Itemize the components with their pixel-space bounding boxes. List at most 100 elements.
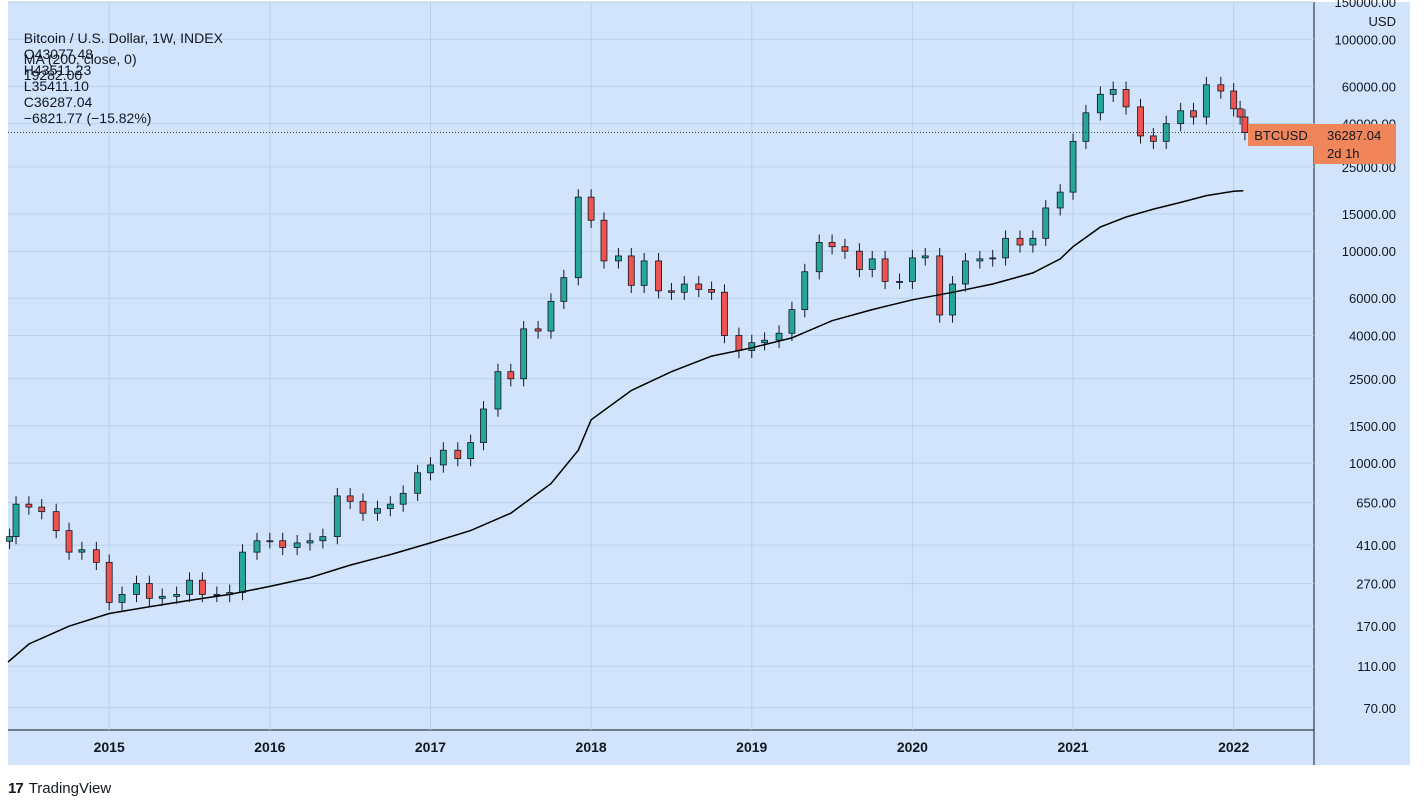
candle (6, 528, 14, 549)
price-tick: 6000.00 (1349, 291, 1396, 306)
candle (92, 541, 100, 571)
candle (1016, 230, 1024, 253)
candle (427, 457, 434, 481)
price-tick: 650.00 (1356, 496, 1396, 511)
candle (1109, 81, 1117, 102)
candle (279, 532, 287, 556)
candle (761, 332, 769, 351)
candle (25, 496, 33, 515)
time-tick: 2021 (1057, 739, 1088, 755)
candle (600, 212, 608, 269)
candle (494, 363, 502, 417)
price-tick: 100000.00 (1335, 32, 1396, 47)
candle (1177, 102, 1185, 132)
time-tick: 2017 (415, 739, 446, 755)
tradingview-logo-icon: 17 (8, 779, 24, 797)
grid-lines (8, 1, 1314, 730)
candle (587, 189, 595, 228)
candle (414, 464, 422, 501)
candle (909, 249, 916, 290)
candle (1082, 104, 1090, 150)
candle (949, 276, 956, 323)
price-tick: 150000.00 (1335, 0, 1396, 10)
indicator-legend[interactable]: MA (200, close, 0) 19282.00 (16, 35, 143, 83)
legend-change: −6821.77 (−15.82%) (23, 110, 152, 126)
candle (695, 276, 703, 298)
candle (78, 541, 86, 560)
candle (105, 554, 113, 611)
candle (1056, 184, 1064, 216)
candle (881, 250, 889, 290)
candle (775, 325, 783, 348)
candle (1029, 230, 1037, 253)
legend-open: O43077.48 (23, 46, 94, 62)
candle (266, 532, 274, 549)
candle (668, 282, 675, 300)
candle (1217, 76, 1225, 99)
price-tick: 70.00 (1363, 701, 1396, 716)
price-tick: 60000.00 (1342, 79, 1396, 94)
time-tick: 2015 (94, 739, 125, 755)
candle (615, 247, 622, 269)
symbol-title: Bitcoin / U.S. Dollar, 1W, INDEX (23, 30, 223, 46)
price-tag-countdown: 2d 1h (1327, 146, 1360, 161)
candle (855, 243, 863, 278)
candle (708, 281, 716, 300)
price-tick: 110.00 (1357, 659, 1396, 674)
candle (841, 238, 849, 259)
candle (65, 522, 73, 560)
candle (721, 284, 728, 344)
candle (1202, 76, 1210, 125)
candle (1190, 102, 1197, 125)
candle (868, 250, 876, 278)
candle (439, 442, 447, 473)
candle (467, 434, 475, 467)
candle (186, 572, 193, 603)
candle (627, 247, 635, 294)
price-tick: 4000.00 (1349, 329, 1396, 344)
price-tick: 1000.00 (1349, 456, 1396, 471)
candle (38, 499, 46, 520)
candle (1122, 81, 1130, 115)
time-axis[interactable] (8, 730, 1314, 765)
ma-label: MA (200, close, 0) (23, 51, 137, 67)
candle (319, 528, 327, 549)
price-tag-bg (1314, 124, 1396, 164)
candle (1042, 200, 1050, 247)
candle (962, 252, 969, 292)
candle (560, 269, 568, 310)
symbol-legend[interactable]: Bitcoin / U.S. Dollar, 1W, INDEX O43077.… (16, 14, 229, 126)
brand-name: TradingView (28, 779, 112, 797)
candle (306, 532, 314, 551)
candle (828, 234, 836, 255)
candle (1069, 133, 1077, 200)
candle (333, 487, 341, 545)
candle (145, 575, 153, 607)
candle (346, 487, 354, 510)
time-tick: 2022 (1218, 739, 1249, 755)
tradingview-branding[interactable]: 17 TradingView (8, 778, 111, 798)
candle (1236, 100, 1244, 125)
candle (118, 586, 126, 611)
time-tick: 2018 (576, 739, 607, 755)
time-tick: 2019 (736, 739, 767, 755)
price-tick: 2500.00 (1349, 372, 1396, 387)
price-tick: 1500.00 (1349, 419, 1396, 434)
candle (534, 320, 542, 339)
price-tick: 10000.00 (1342, 244, 1396, 259)
candle (133, 575, 140, 603)
candle (547, 293, 555, 339)
time-scale-labels: 2015 2016 2017 2018 2019 2020 2021 2022 (94, 739, 1250, 755)
ticker-tag-bg (1248, 124, 1314, 146)
price-tick: 410.00 (1356, 538, 1396, 553)
candle (574, 189, 582, 286)
ma-200-line (7, 190, 1244, 663)
candle (198, 572, 206, 603)
candle (520, 320, 528, 387)
price-tick: 270.00 (1356, 577, 1396, 592)
candle (976, 250, 984, 269)
ma-value: 19282.00 (23, 67, 83, 83)
candle (989, 249, 997, 267)
last-price-tag: BTCUSD 36287.04 2d 1h (1248, 124, 1396, 164)
